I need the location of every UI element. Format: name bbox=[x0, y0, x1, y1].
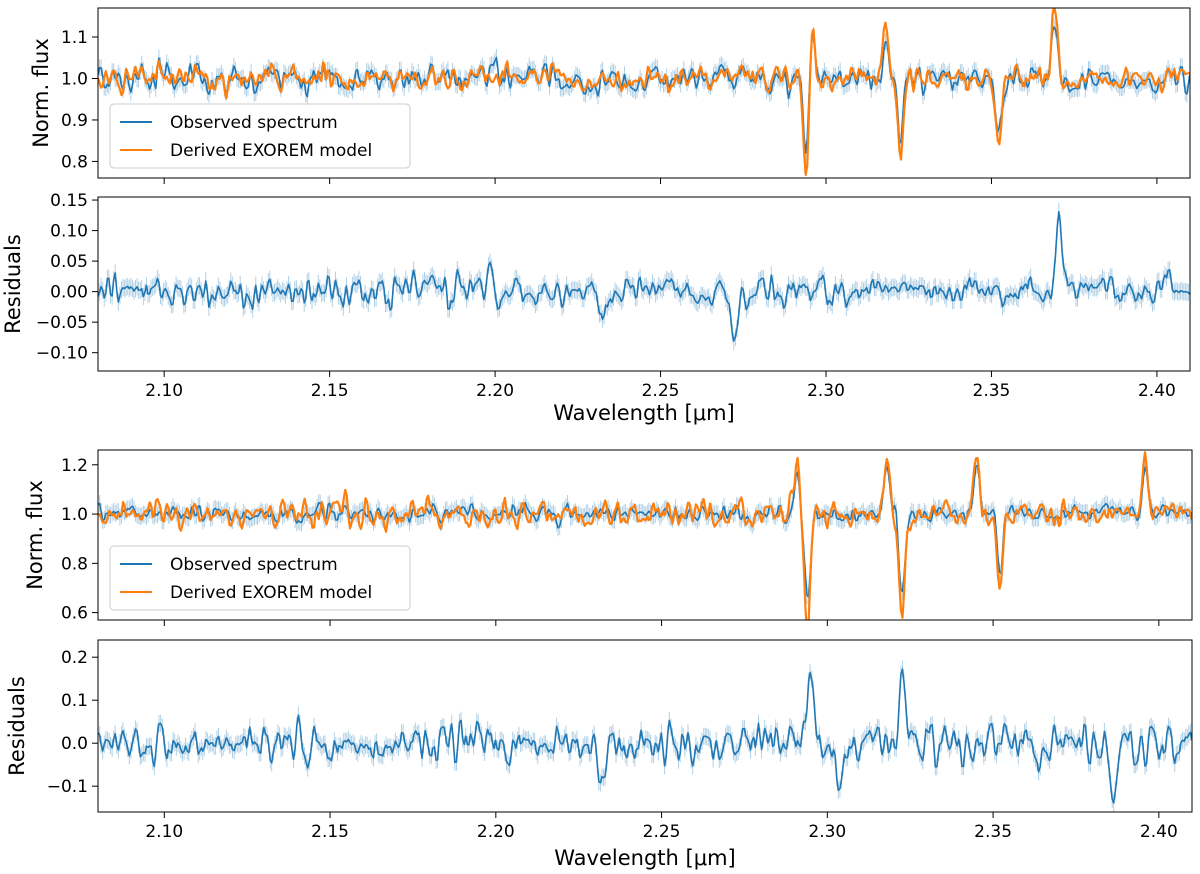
x-tick-label: 2.10 bbox=[145, 822, 183, 842]
axes-frame bbox=[97, 639, 1193, 813]
x-tick-label: 2.20 bbox=[476, 381, 514, 401]
y-tick-label: 0.10 bbox=[50, 222, 88, 242]
legend: Observed spectrum Derived EXOREM model bbox=[109, 103, 411, 169]
y-axis-label: Residuals bbox=[5, 676, 29, 776]
panel-4: −0.1 0.0 0.1 0.2 2.10 2.15 2.20 2.25 2.30 2.35 2.4… bbox=[5, 639, 1193, 870]
series-line-observed bbox=[98, 668, 1192, 804]
y-axis-label: Norm. flux bbox=[23, 480, 47, 590]
panel-1: 0.8 0.9 1.0 1.1 Norm. flux Observed spectrum D… bbox=[29, 7, 1191, 184]
y-tick-label: 0.6 bbox=[61, 604, 88, 624]
x-tick-label: 2.25 bbox=[642, 381, 680, 401]
x-tick-label: 2.20 bbox=[477, 822, 515, 842]
y-axis-label: Residuals bbox=[1, 234, 25, 334]
y-axis-label: Norm. flux bbox=[29, 38, 53, 148]
plot-area bbox=[98, 8, 1190, 176]
x-tick-label: 2.30 bbox=[808, 822, 846, 842]
axes-frame bbox=[97, 196, 1191, 372]
x-tick-label: 2.40 bbox=[1140, 822, 1178, 842]
legend-box bbox=[109, 103, 411, 169]
x-tick-label: 2.40 bbox=[1138, 381, 1176, 401]
y-tick-label: −0.05 bbox=[36, 313, 88, 333]
y-tick-label: 0.0 bbox=[61, 734, 88, 754]
legend-entry: Derived EXOREM model bbox=[170, 141, 372, 161]
series-line-model bbox=[98, 451, 1192, 620]
legend-entry: Derived EXOREM model bbox=[170, 583, 372, 603]
legend-entry: Observed spectrum bbox=[170, 555, 338, 575]
x-tick-label: 2.30 bbox=[807, 381, 845, 401]
y-tick-label: −0.10 bbox=[36, 344, 88, 364]
x-tick-label: 2.25 bbox=[643, 822, 681, 842]
series-line-model bbox=[98, 8, 1190, 176]
y-tick-label: 0.2 bbox=[61, 648, 88, 668]
y-tick-label: −0.1 bbox=[47, 777, 88, 797]
series-line-observed bbox=[98, 211, 1190, 342]
y-tick-label: 0.9 bbox=[61, 111, 88, 131]
axes-frame bbox=[97, 449, 1193, 621]
y-tick-label: 1.1 bbox=[61, 28, 88, 48]
y-tick-label: 0.15 bbox=[50, 191, 88, 211]
y-tick-label: 0.1 bbox=[61, 691, 88, 711]
legend: Observed spectrum Derived EXOREM model bbox=[109, 545, 411, 611]
y-tick-label: 0.8 bbox=[61, 554, 88, 574]
x-tick-label: 2.35 bbox=[974, 822, 1012, 842]
y-tick-label: 0.8 bbox=[61, 152, 88, 172]
y-tick-label: 0.05 bbox=[50, 252, 88, 272]
x-tick-label: 2.15 bbox=[311, 822, 349, 842]
plot-area bbox=[98, 203, 1190, 350]
series-line-observed bbox=[98, 26, 1190, 154]
x-axis-label: Wavelength [μm] bbox=[553, 401, 734, 425]
plot-area bbox=[98, 451, 1192, 620]
x-tick-label: 2.35 bbox=[973, 381, 1011, 401]
axes-frame bbox=[97, 7, 1191, 179]
error-bars bbox=[98, 203, 1190, 350]
legend-entry: Observed spectrum bbox=[170, 113, 338, 133]
y-tick-label: 1.0 bbox=[61, 505, 88, 525]
y-tick-label: 0.00 bbox=[50, 283, 88, 303]
legend-box bbox=[109, 545, 411, 611]
panel-3: 0.6 0.8 1.0 1.2 Norm. flux Observed spectrum D… bbox=[23, 449, 1193, 626]
panel-2: −0.10 −0.05 0.00 0.05 0.10 0.15 2.10 2.15 2.20 2.… bbox=[1, 191, 1191, 425]
y-tick-label: 1.0 bbox=[61, 69, 88, 89]
x-tick-label: 2.15 bbox=[311, 381, 349, 401]
y-tick-label: 1.2 bbox=[61, 456, 88, 476]
plot-area bbox=[98, 660, 1192, 812]
x-axis-label: Wavelength [μm] bbox=[554, 846, 735, 870]
x-tick-label: 2.10 bbox=[145, 381, 183, 401]
